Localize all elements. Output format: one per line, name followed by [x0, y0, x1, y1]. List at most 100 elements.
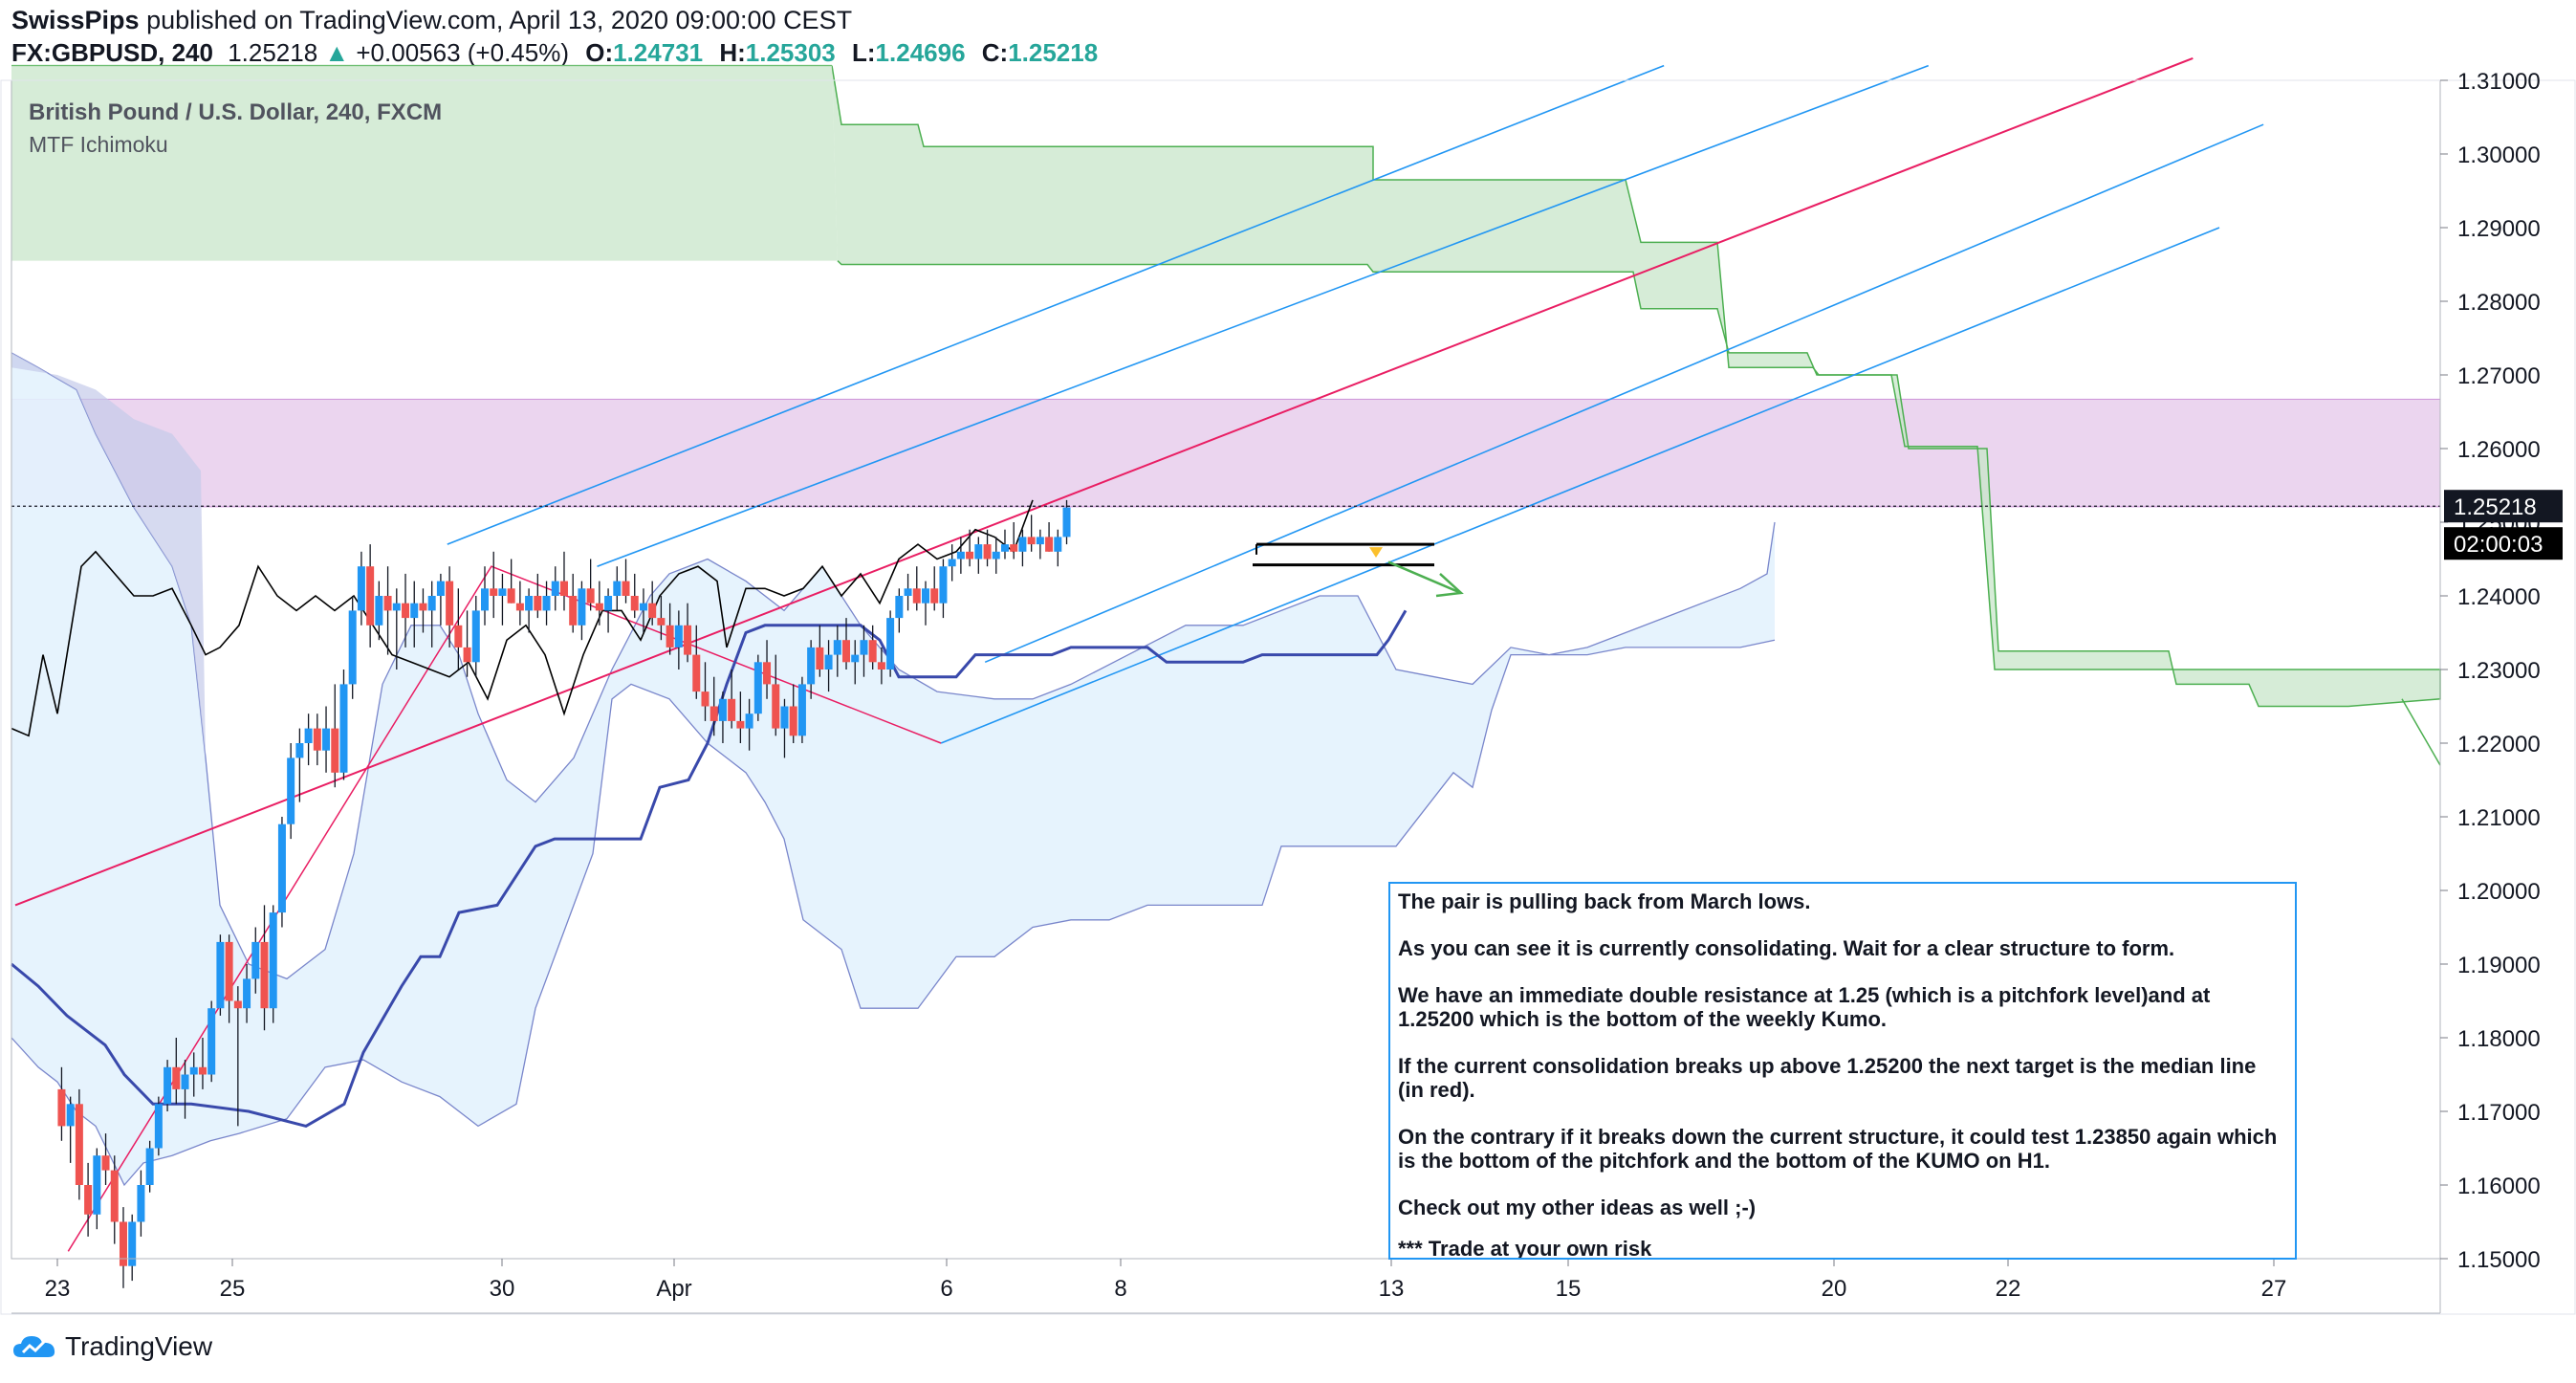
candle-body — [895, 596, 904, 619]
y-tick-label: 1.30000 — [2457, 143, 2541, 168]
note-line-3: We have an immediate double resistance a… — [1398, 983, 2211, 1031]
high-label: H: — [719, 38, 746, 67]
y-tick-label: 1.19000 — [2457, 953, 2541, 978]
candle-body — [604, 596, 613, 611]
x-tick-label: 25 — [220, 1276, 246, 1302]
y-tick-label: 1.17000 — [2457, 1100, 2541, 1126]
candle-body — [709, 706, 718, 721]
candle-body — [277, 823, 286, 913]
low-label: L: — [852, 38, 876, 67]
last-price-label: 1.25218 — [2454, 494, 2537, 520]
candle-body — [569, 596, 578, 626]
candle-body — [912, 588, 921, 604]
candle-body — [128, 1221, 137, 1266]
candle-body — [939, 566, 948, 604]
candle-body — [75, 1104, 83, 1185]
candle-body — [1045, 537, 1054, 552]
alert-marker-icon — [1369, 547, 1383, 558]
note-line-7: *** Trade at your own risk — [1398, 1237, 1652, 1260]
candle-body — [402, 603, 410, 619]
candle-body — [119, 1221, 127, 1266]
candle-body — [728, 698, 736, 721]
h1-senkou-a — [11, 352, 1776, 980]
candle-body — [904, 588, 912, 596]
candle-body — [595, 603, 603, 611]
footer-brand[interactable]: TradingView — [11, 1331, 212, 1362]
candle-body — [525, 596, 534, 611]
note-line-1: The pair is pulling back from March lows… — [1398, 889, 1811, 913]
y-tick-label: 1.16000 — [2457, 1174, 2541, 1199]
candle-body — [304, 728, 313, 743]
author-name[interactable]: SwissPips — [11, 6, 140, 34]
candle-body — [164, 1066, 172, 1105]
candle-body — [974, 544, 983, 560]
candle-body — [446, 581, 454, 626]
candle-body — [772, 684, 780, 729]
chikou-span — [11, 499, 1034, 737]
candle-body — [357, 566, 365, 611]
candle-body — [666, 625, 674, 648]
h1-kumo — [11, 352, 1775, 1185]
weekly-kumo — [832, 65, 2440, 707]
weekly-senkou-b — [837, 260, 2441, 708]
candle-body — [313, 728, 321, 751]
note-line-5: On the contrary if it breaks down the cu… — [1398, 1125, 2278, 1173]
candle-body — [181, 1074, 189, 1089]
high-value: 1.25303 — [745, 38, 836, 67]
candle-body — [983, 544, 992, 560]
weekly-senkou-a — [831, 65, 2440, 670]
h1-senkou-b — [11, 639, 1776, 1187]
candle-body — [269, 912, 277, 1009]
candle-body — [578, 588, 586, 626]
candle-body — [1054, 537, 1062, 552]
candle-body — [657, 618, 666, 626]
candle-body — [198, 1066, 207, 1075]
candle-body — [322, 728, 331, 751]
target-arrow-line — [1387, 560, 1460, 594]
x-tick-label: 23 — [45, 1276, 71, 1302]
x-tick-label: 15 — [1556, 1276, 1582, 1302]
candle-body — [454, 625, 463, 648]
weekly-kumo-left — [11, 65, 838, 261]
note-line-4: If the current consolidation breaks up a… — [1398, 1054, 2257, 1102]
candle-body — [753, 662, 762, 714]
candle-body — [154, 1104, 163, 1149]
candle-body — [243, 978, 251, 1009]
close-value: 1.25218 — [1008, 38, 1099, 67]
candle-body — [842, 640, 851, 663]
x-tick-label: 8 — [1114, 1276, 1126, 1302]
candle-body — [101, 1155, 110, 1171]
candle-body — [251, 941, 260, 979]
y-tick-label: 1.31000 — [2457, 69, 2541, 95]
cloud-layer — [11, 64, 2441, 1187]
y-tick-label: 1.29000 — [2457, 216, 2541, 242]
pitchfork-inner-upper-line — [597, 64, 1930, 567]
h1-kumo-dark — [11, 352, 206, 758]
candle-body — [471, 610, 480, 663]
y-tick-label: 1.15000 — [2457, 1247, 2541, 1273]
publish-header: SwissPips published on TradingView.com, … — [11, 6, 852, 35]
y-tick-label: 1.28000 — [2457, 290, 2541, 316]
candle-body — [1027, 537, 1036, 545]
candle-body — [137, 1185, 145, 1222]
candle-body — [383, 596, 392, 611]
target-arrow-head — [1435, 572, 1464, 598]
candle-body — [868, 640, 877, 663]
indicator-legend[interactable]: MTF Ichimoku — [29, 132, 168, 157]
candle-body — [339, 684, 348, 773]
x-tick-label: 6 — [940, 1276, 952, 1302]
countdown-label: 02:00:03 — [2454, 532, 2543, 558]
candle-body — [419, 603, 427, 611]
candle-body — [780, 706, 789, 729]
idea-note[interactable]: The pair is pulling back from March lows… — [1388, 882, 2297, 1260]
x-tick-label: 27 — [2261, 1276, 2287, 1302]
candle-body — [1010, 544, 1018, 552]
candle-body — [922, 588, 929, 604]
candle-body — [559, 581, 568, 596]
candle-body — [93, 1155, 101, 1215]
chart-legend-title[interactable]: British Pound / U.S. Dollar, 240, FXCM — [29, 99, 443, 125]
last-price: 1.25218 — [228, 38, 318, 67]
candle-body — [639, 603, 647, 611]
candle-body — [1018, 537, 1027, 552]
